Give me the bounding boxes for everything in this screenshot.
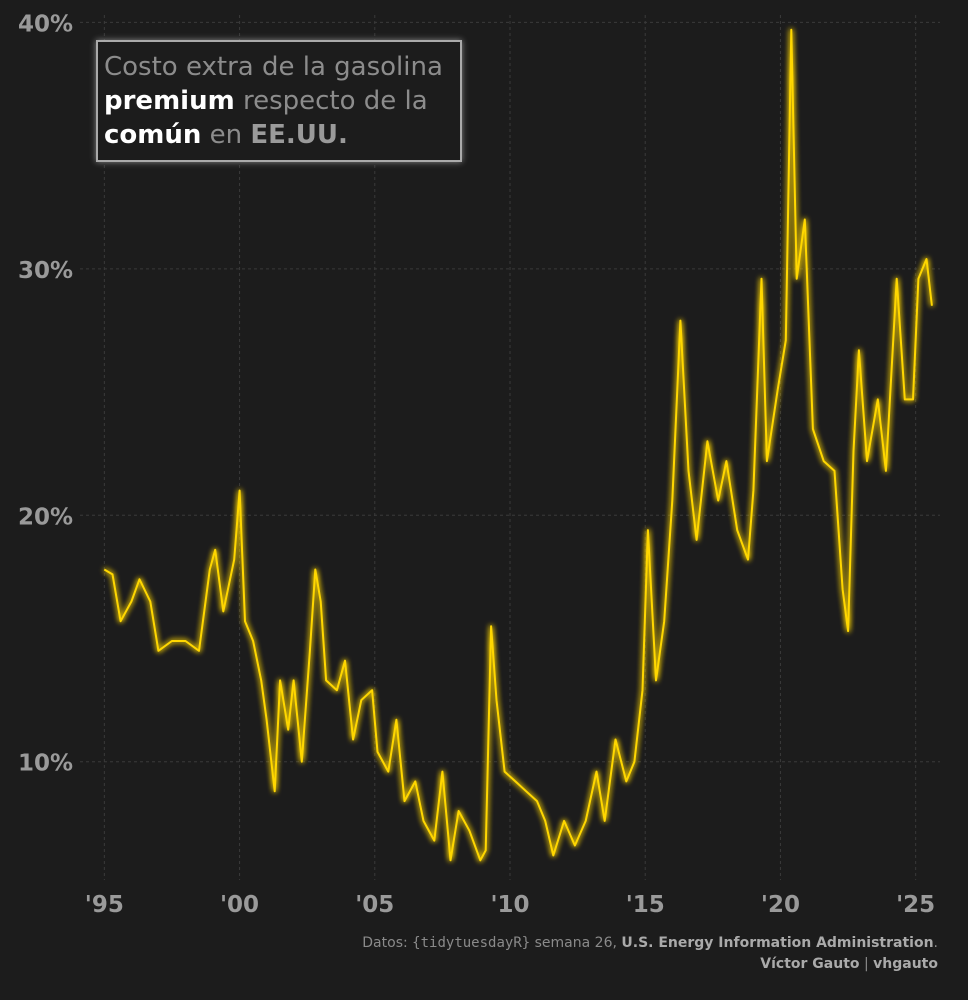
x-tick-label: '00: [220, 892, 259, 918]
x-tick-label: '25: [896, 892, 935, 918]
caption-part: U.S. Energy Information Administration: [621, 935, 934, 951]
line: [103, 28, 933, 862]
separator: |: [863, 956, 869, 972]
y-tick-label: 30%: [18, 258, 73, 284]
x-tick-label: '05: [355, 892, 394, 918]
caption-part: {tidytuesdayR}: [412, 935, 531, 951]
x-tick-label: '20: [761, 892, 800, 918]
caption: Datos: {tidytuesdayR} semana 26, U.S. En…: [362, 933, 938, 975]
title-part: EE.UU.: [250, 120, 348, 150]
caption-part: .: [933, 935, 938, 951]
y-tick-label: 10%: [18, 751, 73, 777]
y-tick-label: 40%: [18, 11, 73, 37]
title-part: premium: [104, 86, 235, 116]
title-part: en: [209, 120, 243, 150]
title-part: Costo extra de la gasolina: [104, 52, 443, 82]
handle: vhgauto: [873, 956, 938, 972]
x-tick-label: '10: [490, 892, 529, 918]
caption-part: semana 26,: [534, 935, 617, 951]
author: Víctor Gauto: [760, 956, 860, 972]
title-part: común: [104, 120, 202, 150]
x-tick-label: '15: [626, 892, 665, 918]
caption-part: Datos:: [362, 935, 408, 951]
title-box: Costo extra de la gasolina premium respe…: [96, 40, 462, 162]
y-tick-label: 20%: [18, 504, 73, 530]
title-part: respecto de la: [242, 86, 428, 116]
x-tick-label: '95: [85, 892, 124, 918]
